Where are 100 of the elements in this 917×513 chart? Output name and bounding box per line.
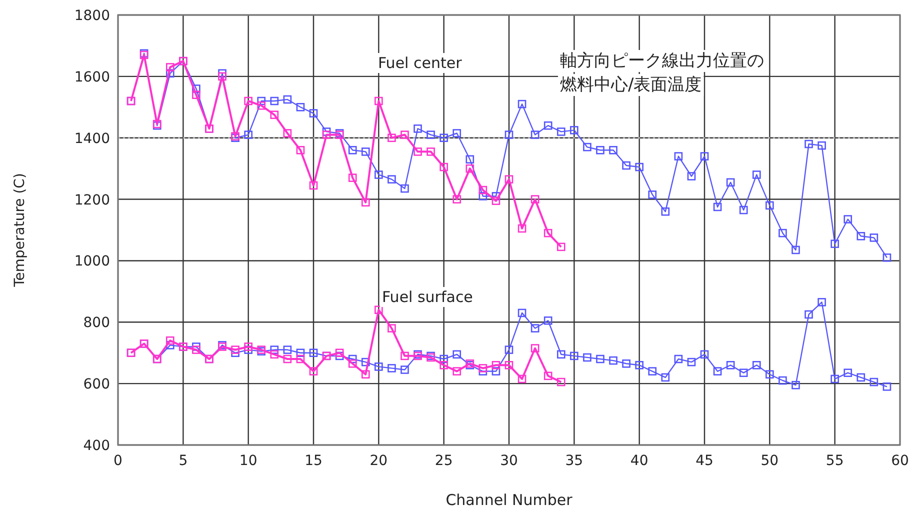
y-tick-label: 400 <box>83 438 110 454</box>
point <box>570 126 578 134</box>
point <box>778 376 787 385</box>
x-tick-label: 60 <box>891 453 909 469</box>
point <box>792 246 800 254</box>
point <box>882 253 892 262</box>
point <box>818 141 826 150</box>
point <box>752 170 761 179</box>
point <box>778 228 787 238</box>
point <box>622 161 630 170</box>
point <box>296 354 305 364</box>
point <box>556 242 566 252</box>
x-tick-label: 40 <box>630 453 648 469</box>
point <box>244 342 252 351</box>
point <box>766 370 774 379</box>
point <box>687 172 696 180</box>
point <box>218 69 226 78</box>
point <box>504 360 514 370</box>
point <box>270 96 279 106</box>
point <box>492 360 500 370</box>
point <box>596 146 604 154</box>
point <box>583 353 592 362</box>
point <box>388 134 396 142</box>
point <box>218 72 226 81</box>
point <box>414 148 422 156</box>
point <box>518 224 526 233</box>
point <box>518 374 526 384</box>
point <box>856 232 866 240</box>
point <box>270 350 279 359</box>
point <box>466 164 474 173</box>
x-tick-label: 35 <box>565 453 584 469</box>
y-tick-label: 600 <box>83 376 110 393</box>
point <box>804 310 813 319</box>
point <box>414 124 422 133</box>
point <box>556 378 566 386</box>
point <box>348 146 357 154</box>
point <box>544 228 552 238</box>
point <box>231 346 240 354</box>
point <box>388 175 396 184</box>
y-tick-label: 1000 <box>74 254 110 270</box>
point <box>700 350 709 359</box>
point <box>661 373 670 382</box>
x-axis-title: Channel Number <box>446 491 574 509</box>
point <box>374 362 383 371</box>
point <box>804 140 813 148</box>
point <box>296 102 305 112</box>
point <box>583 142 592 152</box>
point <box>556 350 566 359</box>
point <box>792 380 800 390</box>
point <box>257 96 266 106</box>
point <box>622 359 630 368</box>
annotation: Fuel surface <box>382 288 473 306</box>
point <box>544 316 552 325</box>
point <box>348 359 357 368</box>
point <box>478 186 488 194</box>
x-tick-label: 10 <box>239 453 258 469</box>
point <box>713 202 722 212</box>
point <box>830 240 839 248</box>
point <box>296 348 305 358</box>
point <box>374 306 383 314</box>
point <box>166 63 174 72</box>
point <box>388 324 396 332</box>
y-tick-label: 1800 <box>74 8 110 24</box>
point <box>244 96 252 106</box>
point <box>504 346 514 354</box>
point <box>400 352 409 360</box>
point <box>766 201 774 210</box>
point <box>726 360 735 370</box>
point <box>348 174 357 182</box>
point <box>530 324 540 332</box>
point <box>674 152 683 160</box>
point <box>166 69 174 78</box>
point <box>609 356 618 365</box>
point <box>530 195 540 204</box>
point <box>440 134 448 142</box>
point <box>556 128 566 136</box>
point <box>882 382 892 391</box>
point <box>530 130 540 139</box>
point <box>335 348 344 358</box>
point <box>596 354 604 364</box>
point <box>374 96 383 106</box>
point <box>440 360 448 370</box>
point <box>504 130 514 139</box>
point <box>844 368 852 377</box>
point <box>518 100 526 108</box>
point <box>700 152 709 160</box>
point <box>361 198 370 207</box>
y-tick-label: 1600 <box>74 69 110 86</box>
point <box>544 121 552 130</box>
point <box>309 109 318 118</box>
point <box>296 146 305 154</box>
x-tick-label: 55 <box>826 453 844 469</box>
point <box>648 367 657 376</box>
point <box>309 367 318 376</box>
point <box>270 346 279 354</box>
point <box>674 354 683 364</box>
annotation: Fuel center <box>378 54 463 72</box>
point <box>440 162 448 172</box>
point <box>283 129 292 138</box>
point <box>739 368 748 377</box>
